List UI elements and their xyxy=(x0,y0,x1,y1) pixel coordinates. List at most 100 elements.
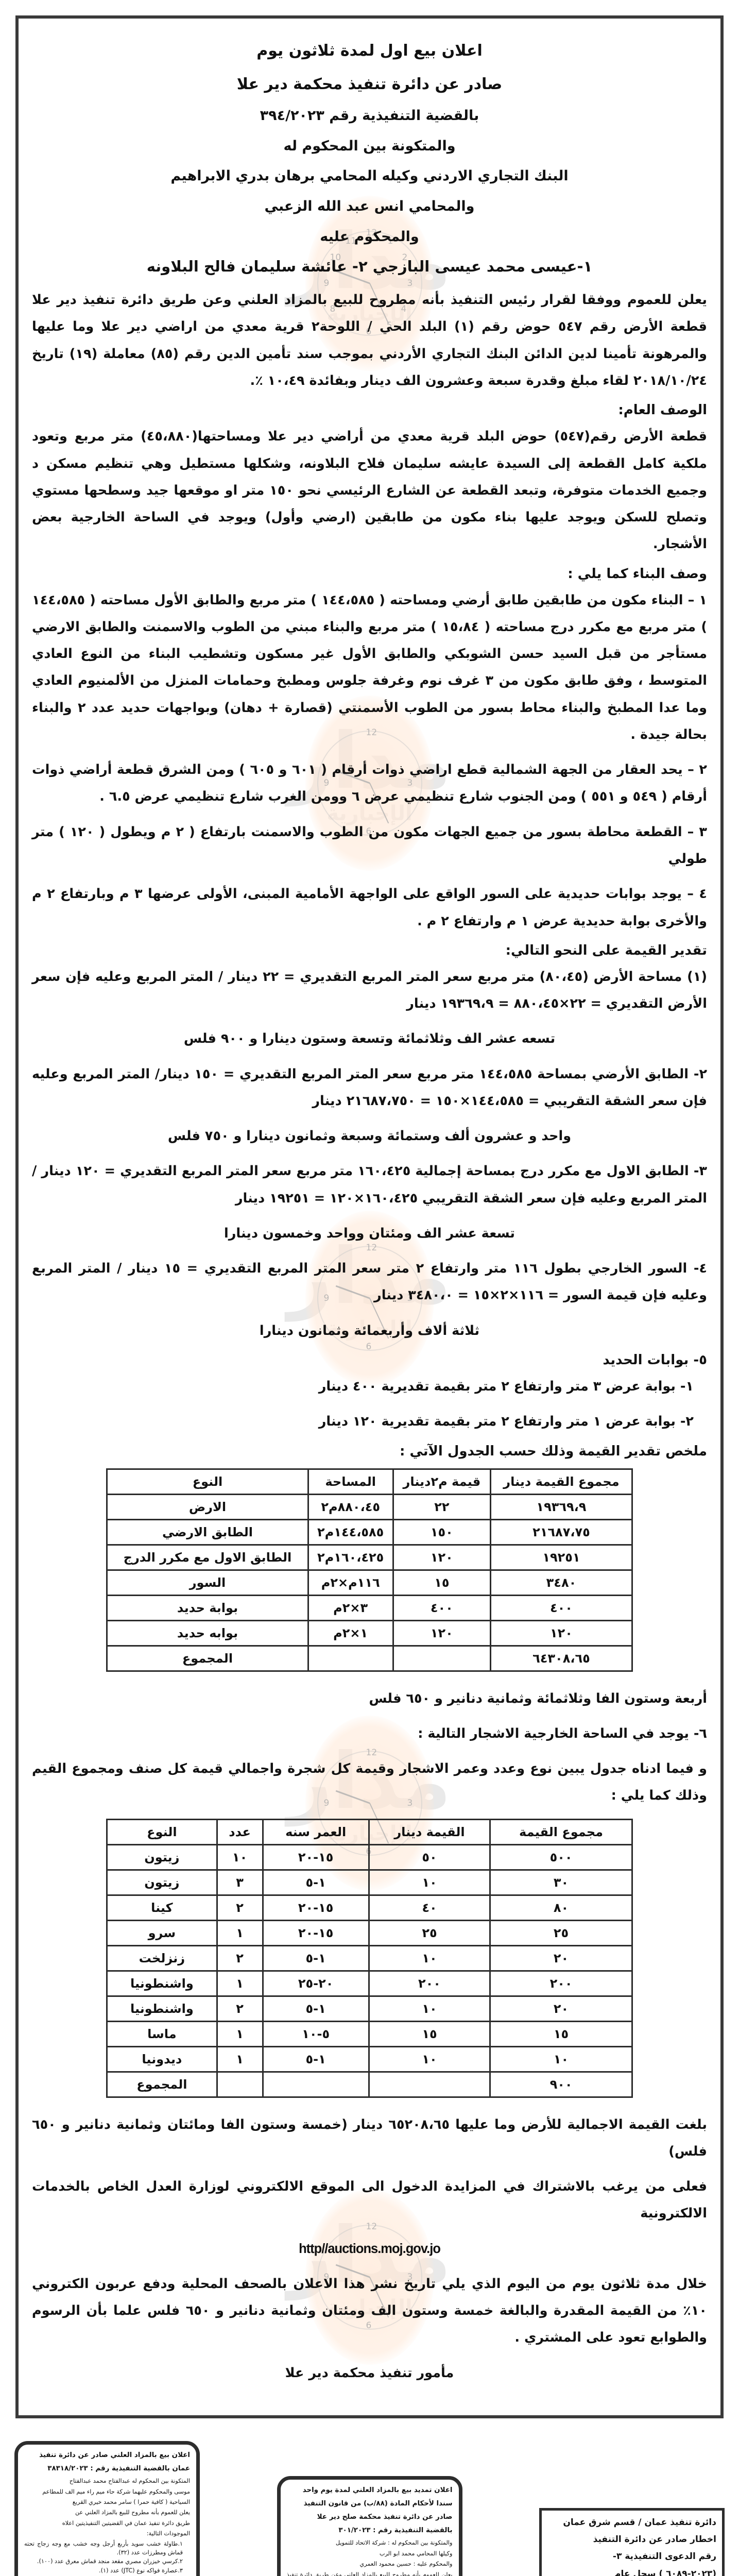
cell-price: ١٥ xyxy=(368,2020,491,2047)
table-row: ١٩٢٥١ ١٢٠ ١٦٠،٤٢٥م٢ الطابق الاول مع مكرر… xyxy=(106,1544,633,1571)
ad1-title-1: دائرة تنفيذ عمان / قسم شرق عمان xyxy=(563,2517,716,2528)
table-row: ٥٠٠ ٥٠ ١٥-٢٠ ١٠ زيتون xyxy=(106,1843,633,1871)
final-total-value: بلغت القيمة الاجمالية للأرض وما عليها ٦٥… xyxy=(32,2116,707,2159)
ad1-title-4: (٢٠٢٣-٦٠٨٩ ) سجل عام xyxy=(614,2568,716,2576)
col-unit-price: قيمة م٢دينار xyxy=(392,1468,492,1495)
table-header-row: مجموع القيمة دينار قيمة م٢دينار المساحة … xyxy=(106,1468,633,1495)
cell-type: الارض xyxy=(106,1493,309,1520)
cell-count: ١ xyxy=(216,2045,264,2073)
cell-type: السور xyxy=(106,1569,309,1596)
cell-count: ١ xyxy=(216,1970,264,1997)
ad2-title-2: سندا لأحكام المادة (٨٨/ب) من قانون التنف… xyxy=(303,2500,453,2508)
col-area: المساحة xyxy=(307,1468,394,1495)
cell-price: ١٠ xyxy=(368,2045,491,2073)
cell-price: ١٠ xyxy=(368,1944,491,1972)
value-item-land-words: تسعه عشر الف وثلاثمائة وتسعة وستون دينار… xyxy=(183,1031,556,1047)
announcement-title-line-2: صادر عن دائرة تنفيذ محكمة دير علا xyxy=(236,75,503,93)
col-age: العمر سنه xyxy=(262,1818,370,1845)
trees-value-table: مجموع القيمة القيمة دينار العمر سنه عدد … xyxy=(106,1818,633,2098)
cell-area xyxy=(307,1645,394,1672)
cell-type: ماسا xyxy=(106,2020,218,2047)
cell-age: ١٥-٢٠ xyxy=(262,1894,370,1921)
ad2-line: والمتكونة بين المحكوم له : شركة الاتحاد … xyxy=(335,2539,453,2547)
cell-type: زيتون xyxy=(106,1869,218,1896)
ad3-title-2: عمان بالقضية التنفيذية رقم : ٣٨٣١٨/٢٠٢٣ xyxy=(47,2465,190,2473)
table-row: ١٠ ١٠ ١-٥ ١ ديدونيا xyxy=(106,2045,633,2073)
building-item-1: ١ – البناء مكون من طابقين طابق أرضي ومسا… xyxy=(32,592,707,742)
cell-age xyxy=(262,2071,370,2098)
cell-age: ٢٠-٢٥ xyxy=(262,1970,370,1997)
value-item-ground-floor-words: واحد و عشرون ألف وستمائة وسبعة وثمانون د… xyxy=(167,1128,572,1144)
cell-unit: ١٥ xyxy=(392,1569,492,1596)
cell-type: الطابق الاول مع مكرر الدرج xyxy=(106,1544,309,1571)
announcement-title-line-1: اعلان بيع اول لمدة ثلاثون يوم xyxy=(256,42,483,60)
cell-price: ٥٠ xyxy=(368,1843,491,1871)
table-row: ٣٤٨٠ ١٥ ١١٦م×٢م السور xyxy=(106,1569,633,1596)
building-item-2: ٢ – يحد العقار من الجهة الشمالية قطع ارا… xyxy=(32,762,707,805)
cell-area: ١١٦م×٢م xyxy=(307,1569,394,1596)
cell-price: ٢٠٠ xyxy=(368,1970,491,1997)
ad3-line: طريق دائرة تنفيذ عمان في القضيتين التنفي… xyxy=(62,2519,190,2527)
cell-age: ١٥-٢٠ xyxy=(262,1843,370,1871)
cell-unit xyxy=(392,1645,492,1672)
value-item-land: (١) مساحة الأرض (٨٠،٤٥) متر مربع سعر الم… xyxy=(32,969,708,1012)
debtor-names: ١-عيسى محمد عيسى البازجي ٢- عائشة سليمان… xyxy=(146,258,593,276)
cell-area: ١٦٠،٤٢٥م٢ xyxy=(307,1544,394,1571)
cell-total: ١٠ xyxy=(489,2045,633,2073)
paragraph-public-notice: يعلن للعموم ووفقا لقرار رئيس التنفيذ بأن… xyxy=(32,292,707,388)
cell-age: ١-٥ xyxy=(262,1995,370,2022)
ad3-line: موسى والمحكوم عليهما شركة حاء ميم راء مي… xyxy=(42,2488,190,2495)
ad2-line: والمحكوم عليه : حسين محمود العمري xyxy=(359,2561,453,2568)
cell-total: ١٩٢٥١ xyxy=(490,1544,633,1571)
cell-unit: ١٥٠ xyxy=(392,1518,492,1546)
col-price: القيمة دينار xyxy=(368,1818,491,1845)
footer-ads-row: دائرة تنفيذ عمان / قسم شرق عمان اخطار صا… xyxy=(14,2441,725,2576)
cell-count: ١ xyxy=(216,1919,264,1946)
cell-total: ٥٠٠ xyxy=(489,1843,633,1871)
cell-unit: ٤٠٠ xyxy=(392,1594,492,1621)
cell-total: ٢٥ xyxy=(489,1919,633,1946)
label-value-estimation: تقدير القيمة على النحو التالي: xyxy=(505,942,707,958)
cell-area: ٣×٢م xyxy=(307,1594,394,1621)
cell-unit: ١٢٠ xyxy=(392,1619,492,1647)
ad-notice-amman-east: دائرة تنفيذ عمان / قسم شرق عمان اخطار صا… xyxy=(539,2507,725,2576)
table-row: ٢٥ ٢٥ ١٥-٢٠ ١ سرو xyxy=(106,1919,633,1946)
cell-type: الطابق الارضي xyxy=(106,1518,309,1546)
cell-count: ١ xyxy=(216,2020,264,2047)
cell-count: ١٠ xyxy=(216,1843,264,1871)
cell-age: ١-٥ xyxy=(262,2045,370,2073)
table-row: ١٩٣٦٩،٩ ٢٢ ٨٨٠،٤٥م٢ الارض xyxy=(106,1493,633,1520)
creditor-party: البنك التجاري الاردني وكيله المحامي برها… xyxy=(170,168,569,184)
cell-type: واشنطونيا xyxy=(106,1995,218,2022)
cell-type: كينا xyxy=(106,1894,218,1921)
participation-instructions: فعلى من يرغب بالاشتراك في المزايدة الدخو… xyxy=(32,2179,707,2222)
cell-type: زنزلخت xyxy=(106,1944,218,1972)
label-building-description: وصف البناء كما يلي : xyxy=(568,566,707,582)
col-total-value: مجموع القيمة xyxy=(489,1818,633,1845)
table-row: ١٥ ١٥ ٥-١٠ ١ ماسا xyxy=(106,2020,633,2047)
ad-renewal-deir-alla: اعلان تمديد بيع بالمزاد العلني لمدة يوم … xyxy=(277,2476,462,2576)
cell-age: ٥-١٠ xyxy=(262,2020,370,2047)
cell-type: بوابة حديد xyxy=(106,1594,309,1621)
list-item: ٢.كرسي خيزران مصري مقعد منجد قماش معرق ع… xyxy=(37,2558,183,2565)
auction-website-url[interactable]: http//auctions.moj.gov.jo xyxy=(299,2241,441,2256)
table-row: ٢١٦٨٧،٧٥ ١٥٠ ١٤٤،٥٨٥م٢ الطابق الارضي xyxy=(106,1518,633,1546)
issuing-officer-signature: مأمور تنفيذ محكمة دير علا xyxy=(285,2365,454,2381)
list-item: ٣.عصارة فواكه نوع (JTC) عدد (١). xyxy=(99,2567,183,2574)
label-trees-section: ٦- يوجد في الساحة الخارجية الاشجار التال… xyxy=(418,1725,707,1741)
table-row: ٨٠ ٤٠ ١٥-٢٠ ٢ كينا xyxy=(106,1894,633,1921)
col-type: النوع xyxy=(106,1818,218,1845)
cell-total: ١٩٣٦٩،٩ xyxy=(490,1493,633,1520)
cell-area: ١٤٤،٥٨٥م٢ xyxy=(307,1518,394,1546)
table-total-row: ٩٠٠ المجموع xyxy=(106,2071,633,2098)
ad1-title-3: رقم الدعوى التنفيذية ٣- xyxy=(612,2551,716,2562)
cell-total: ٢٠ xyxy=(489,1944,633,1972)
ad3-line: الموجودات التالية: xyxy=(146,2530,190,2537)
cell-total: ٢٠٠ xyxy=(489,1970,633,1997)
cell-type: ديدونيا xyxy=(106,2045,218,2073)
cell-count: ٢ xyxy=(216,1894,264,1921)
ad2-title-1: اعلان تمديد بيع بالمزاد العلني لمدة يوم … xyxy=(302,2486,453,2494)
table-header-row: مجموع القيمة القيمة دينار العمر سنه عدد … xyxy=(106,1818,633,1845)
gate-item-2: ٢- بوابة عرض ١ متر وارتفاع ٢ متر بقيمة ت… xyxy=(318,1414,694,1430)
cell-type: بوابه حديد xyxy=(106,1619,309,1647)
